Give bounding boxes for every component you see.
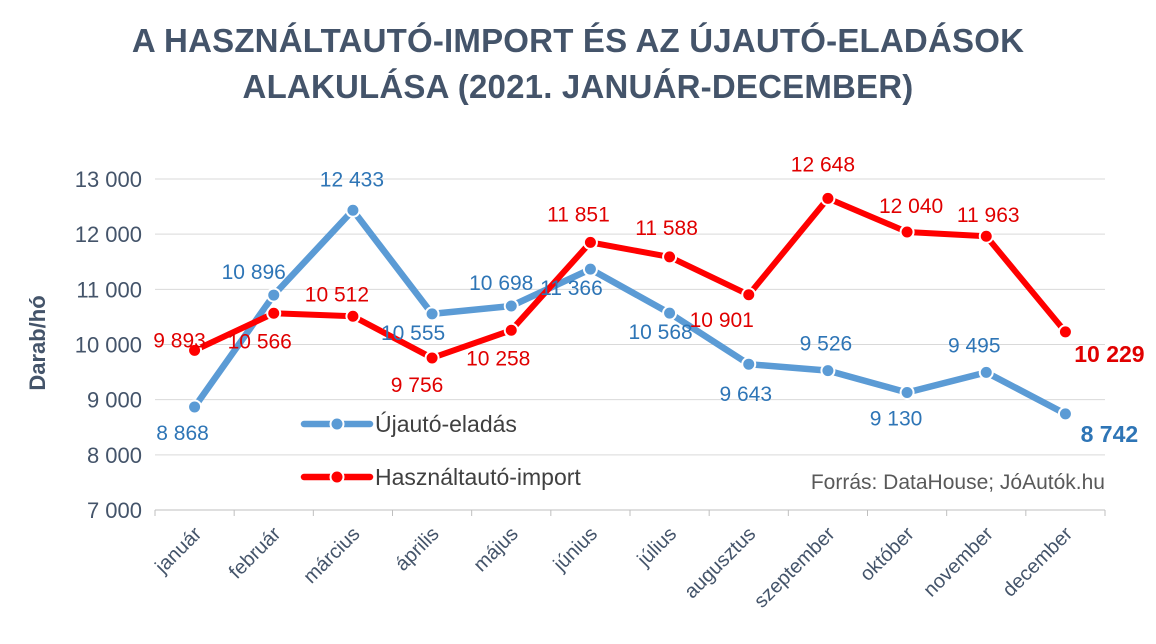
data-label-ujauto: 9 495 bbox=[948, 334, 1001, 357]
y-tick-label: 9 000 bbox=[87, 388, 142, 413]
data-point bbox=[503, 298, 519, 314]
data-point bbox=[1057, 406, 1073, 422]
x-tick-label: február bbox=[225, 523, 286, 584]
data-label-hasznaltauto: 10 512 bbox=[305, 283, 369, 306]
data-point bbox=[899, 384, 915, 400]
legend-marker bbox=[329, 416, 345, 432]
data-point bbox=[820, 190, 836, 206]
legend-item-hasznaltauto: Használtautó-import bbox=[300, 464, 581, 490]
data-label-hasznaltauto: 10 566 bbox=[228, 330, 292, 353]
x-tick-label: június bbox=[549, 523, 602, 576]
x-tick-label: május bbox=[469, 523, 522, 576]
data-label-ujauto: 10 568 bbox=[628, 321, 692, 344]
x-tick-label: szeptember bbox=[750, 523, 840, 613]
data-point bbox=[187, 342, 203, 358]
series-line bbox=[191, 207, 1069, 418]
x-tick-label: január bbox=[151, 523, 207, 579]
source-note: Forrás: DataHouse; JóAutók.hu bbox=[811, 471, 1105, 494]
chart-title-line-1: A HASZNÁLTAUTÓ-IMPORT ÉS AZ ÚJAUTÓ-ELADÁ… bbox=[131, 22, 1025, 59]
data-point bbox=[266, 305, 282, 321]
data-point bbox=[899, 224, 915, 240]
series-ujauto-eladas bbox=[187, 202, 1073, 422]
data-point bbox=[266, 287, 282, 303]
y-tick-label: 13 000 bbox=[75, 167, 142, 192]
x-tick-label: április bbox=[391, 523, 444, 576]
x-tick-label: október bbox=[856, 523, 919, 586]
data-point bbox=[503, 322, 519, 338]
y-tick-label: 11 000 bbox=[76, 277, 142, 302]
data-point bbox=[345, 308, 361, 324]
data-point bbox=[662, 305, 678, 321]
data-point bbox=[820, 363, 836, 379]
data-point bbox=[741, 356, 757, 372]
data-label-hasznaltauto: 10 901 bbox=[690, 309, 754, 332]
legend: Újautó-eladás Használtautó-import bbox=[300, 411, 581, 490]
data-label-hasznaltauto: 12 040 bbox=[879, 195, 943, 218]
data-label-ujauto: 9 130 bbox=[870, 407, 923, 430]
data-label-ujauto: 10 555 bbox=[381, 322, 445, 345]
chart-title: A HASZNÁLTAUTÓ-IMPORT ÉS AZ ÚJAUTÓ-ELADÁ… bbox=[0, 18, 1156, 110]
chart-title-line-2: ALAKULÁSA (2021. JANUÁR-DECEMBER) bbox=[242, 68, 914, 105]
data-label-hasznaltauto: 10 229 bbox=[1074, 341, 1144, 367]
data-point bbox=[424, 306, 440, 322]
data-labels: 8 868 10 896 12 433 10 555 10 698 11 366 10 56… bbox=[153, 153, 1144, 446]
x-tick-label: július bbox=[633, 523, 681, 571]
series-hasznaltauto-import bbox=[187, 190, 1073, 366]
data-label-hasznaltauto: 9 756 bbox=[391, 374, 444, 397]
data-point bbox=[345, 202, 361, 218]
data-point bbox=[187, 399, 203, 415]
series-line bbox=[191, 195, 1069, 361]
series-lines bbox=[187, 190, 1073, 422]
y-tick-label: 12 000 bbox=[75, 222, 142, 247]
data-label-hasznaltauto: 11 963 bbox=[957, 204, 1020, 227]
data-label-ujauto: 10 896 bbox=[222, 261, 286, 284]
legend-label: Újautó-eladás bbox=[375, 411, 517, 437]
data-point bbox=[978, 364, 994, 380]
y-axis-label: Darab/hó bbox=[25, 295, 50, 390]
data-label-hasznaltauto: 11 851 bbox=[547, 203, 610, 226]
data-label-hasznaltauto: 10 258 bbox=[466, 347, 530, 370]
legend-marker bbox=[329, 469, 345, 485]
data-point bbox=[582, 234, 598, 250]
data-point bbox=[582, 261, 598, 277]
data-point bbox=[662, 249, 678, 265]
data-label-ujauto: 9 526 bbox=[800, 333, 853, 356]
data-label-ujauto: 10 698 bbox=[469, 272, 533, 295]
legend-label: Használtautó-import bbox=[375, 464, 581, 490]
x-tick-label: december bbox=[999, 523, 1078, 602]
y-tick-label: 10 000 bbox=[75, 333, 142, 358]
legend-item-ujauto: Újautó-eladás bbox=[300, 411, 517, 437]
data-label-hasznaltauto: 12 648 bbox=[791, 153, 855, 176]
y-tick-label: 8 000 bbox=[87, 443, 142, 468]
data-label-ujauto: 11 366 bbox=[540, 277, 603, 300]
data-label-hasznaltauto: 9 893 bbox=[153, 329, 206, 352]
y-tick-label: 7 000 bbox=[87, 498, 142, 523]
data-label-ujauto: 9 643 bbox=[719, 383, 772, 406]
x-tick-label: november bbox=[919, 523, 998, 602]
data-point bbox=[1057, 324, 1073, 340]
data-label-hasznaltauto: 11 588 bbox=[635, 217, 698, 240]
data-label-ujauto: 8 742 bbox=[1081, 421, 1139, 447]
data-label-ujauto: 12 433 bbox=[320, 168, 384, 191]
x-tick-label: augusztus bbox=[680, 523, 760, 603]
data-label-ujauto: 8 868 bbox=[156, 422, 209, 445]
x-tick-label: március bbox=[299, 523, 364, 588]
data-point bbox=[741, 287, 757, 303]
data-point bbox=[978, 228, 994, 244]
data-point bbox=[424, 350, 440, 366]
